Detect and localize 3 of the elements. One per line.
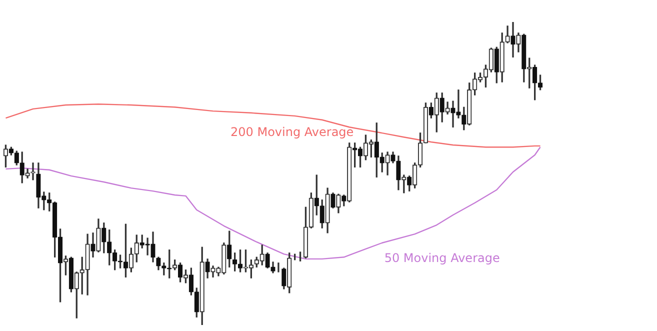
series-label: 200 Moving Average — [230, 124, 354, 139]
series-label: 50 Moving Average — [384, 250, 500, 265]
candlestick — [30, 162, 36, 180]
